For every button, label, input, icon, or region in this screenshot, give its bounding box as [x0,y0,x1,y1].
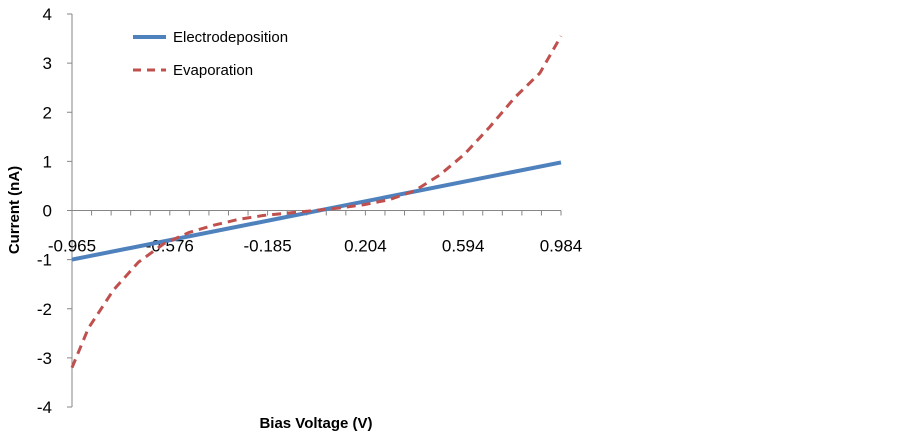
y-tick-label: 1 [43,152,52,171]
y-tick-label: -1 [37,251,52,270]
series-line-electrodeposition [71,160,562,262]
x-tick-label: 0.984 [540,237,583,256]
x-tick-label: -0.965 [48,237,96,256]
x-tick-label: -0.185 [243,237,291,256]
y-tick-label: -3 [37,349,52,368]
x-tick-label: 0.204 [344,237,387,256]
y-axis-title: Current (nA) [6,166,23,254]
legend: Electrodeposition Evaporation [133,29,288,79]
legend-label: Evaporation [173,62,253,79]
y-tick-label: 3 [43,54,52,73]
y-tick-label: 2 [43,103,52,122]
legend-label: Electrodeposition [173,29,288,46]
y-axis: 4 3 2 1 0 -1 -2 -3 -4 [37,5,73,417]
y-tick-label: -2 [37,300,52,319]
series-line-evaporation [70,35,563,369]
y-tick-label: 0 [43,202,52,221]
x-axis-title: Bias Voltage (V) [259,415,372,432]
y-tick-label: -4 [37,398,52,417]
y-tick-label: 4 [43,5,52,24]
x-tick-label: 0.594 [442,237,485,256]
series-lines [70,35,563,369]
